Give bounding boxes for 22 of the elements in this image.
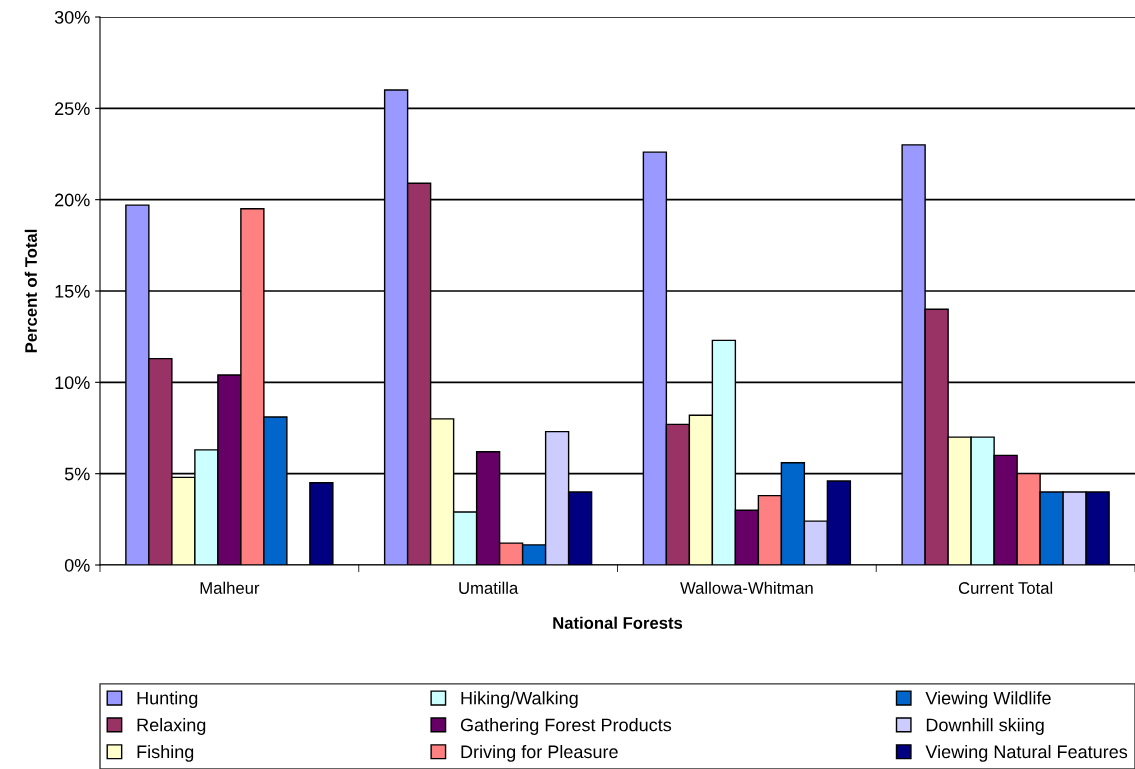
legend-label: Viewing Natural Features — [925, 744, 1128, 762]
y-tick-label: 5% — [64, 467, 90, 481]
y-tick-label: 20% — [55, 193, 90, 207]
legend-label: Gathering Forest Products — [460, 718, 672, 735]
x-tick-label: Umatilla — [459, 581, 519, 594]
legend-label: Viewing Wildlife — [925, 691, 1051, 709]
x-tick-label: Malheur — [200, 581, 260, 594]
x-tick-label: Current Total — [958, 581, 1053, 594]
y-tick-label: 10% — [55, 376, 90, 390]
y-tick-label: 25% — [55, 102, 90, 116]
y-tick-label: 30% — [54, 10, 90, 24]
y-tick-label: 0% — [64, 558, 90, 572]
x-axis-title: National Forests — [553, 616, 683, 629]
legend-label: Fishing — [137, 744, 194, 762]
y-axis-title: Percent of Total — [24, 229, 37, 353]
legend-label: Relaxing — [137, 718, 206, 735]
legend-label: Hiking/Walking — [461, 691, 578, 709]
legend-label: Hunting — [137, 691, 198, 709]
x-tick-label: Wallowa-Whitman — [680, 581, 813, 594]
legend-label: Downhill skiing — [926, 718, 1044, 735]
legend-label: Driving for Pleasure — [461, 744, 618, 762]
y-tick-label: 15% — [55, 285, 90, 298]
